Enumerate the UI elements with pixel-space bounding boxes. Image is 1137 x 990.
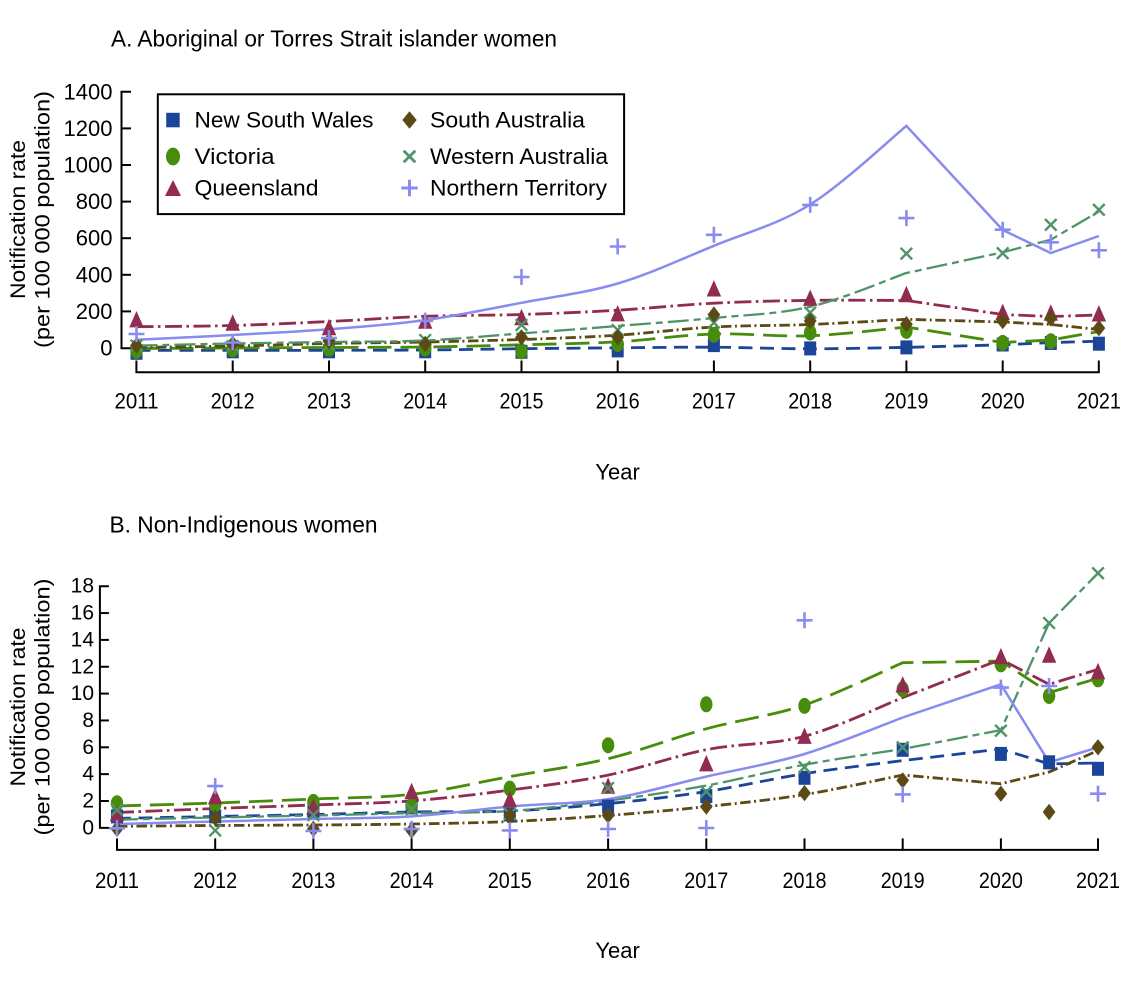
svg-text:6: 6 (82, 736, 94, 759)
svg-text:2011: 2011 (115, 389, 159, 414)
svg-text:Victoria: Victoria (195, 144, 276, 169)
svg-text:2013: 2013 (291, 868, 335, 893)
svg-text:2016: 2016 (596, 389, 640, 414)
svg-text:Northern Territory: Northern Territory (430, 176, 607, 201)
svg-text:0: 0 (100, 336, 112, 361)
svg-text:2012: 2012 (193, 868, 237, 893)
svg-text:0: 0 (82, 816, 94, 839)
svg-text:800: 800 (76, 189, 113, 214)
svg-text:South Australia: South Australia (430, 108, 586, 133)
svg-text:1200: 1200 (64, 116, 113, 141)
svg-text:Notification rate: Notification rate (7, 140, 30, 299)
svg-text:2019: 2019 (881, 868, 925, 893)
svg-text:B. Non-Indigenous women: B. Non-Indigenous women (110, 512, 378, 538)
svg-text:2013: 2013 (307, 389, 351, 414)
svg-text:Year: Year (595, 938, 639, 963)
svg-text:2019: 2019 (884, 389, 928, 414)
svg-text:2: 2 (82, 790, 94, 813)
svg-text:2016: 2016 (586, 868, 630, 893)
svg-text:2018: 2018 (788, 389, 832, 414)
svg-text:(per 100 000 population): (per 100 000 population) (32, 91, 55, 348)
svg-text:2015: 2015 (500, 389, 544, 414)
svg-text:600: 600 (76, 226, 113, 251)
svg-text:New South Wales: New South Wales (195, 108, 374, 133)
svg-text:Western Australia: Western Australia (430, 144, 609, 169)
svg-text:2017: 2017 (692, 389, 736, 414)
svg-text:2020: 2020 (981, 389, 1025, 414)
svg-text:2014: 2014 (390, 868, 434, 893)
svg-text:12: 12 (71, 655, 94, 678)
svg-text:8: 8 (82, 709, 94, 732)
svg-text:14: 14 (71, 628, 95, 651)
svg-text:(per 100 000 population): (per 100 000 population) (32, 579, 55, 836)
svg-text:4: 4 (82, 763, 94, 786)
svg-text:A. Aboriginal or Torres Strait: A. Aboriginal or Torres Strait islander … (111, 26, 557, 52)
svg-text:2011: 2011 (95, 868, 139, 893)
svg-text:400: 400 (76, 262, 113, 287)
svg-text:Notification rate: Notification rate (7, 628, 30, 787)
svg-text:2014: 2014 (403, 389, 447, 414)
svg-text:2020: 2020 (979, 868, 1023, 893)
svg-text:1000: 1000 (64, 153, 113, 178)
svg-text:2012: 2012 (211, 389, 255, 414)
svg-text:Queensland: Queensland (195, 176, 319, 201)
svg-text:18: 18 (71, 575, 94, 598)
svg-text:2021: 2021 (1076, 868, 1120, 893)
svg-text:16: 16 (71, 602, 94, 625)
svg-text:10: 10 (71, 682, 94, 705)
svg-text:2018: 2018 (783, 868, 827, 893)
svg-text:2015: 2015 (488, 868, 532, 893)
svg-text:2021: 2021 (1077, 389, 1121, 414)
svg-text:2017: 2017 (684, 868, 728, 893)
svg-text:Year: Year (595, 460, 639, 485)
svg-text:200: 200 (76, 299, 113, 324)
svg-text:1400: 1400 (64, 79, 113, 104)
